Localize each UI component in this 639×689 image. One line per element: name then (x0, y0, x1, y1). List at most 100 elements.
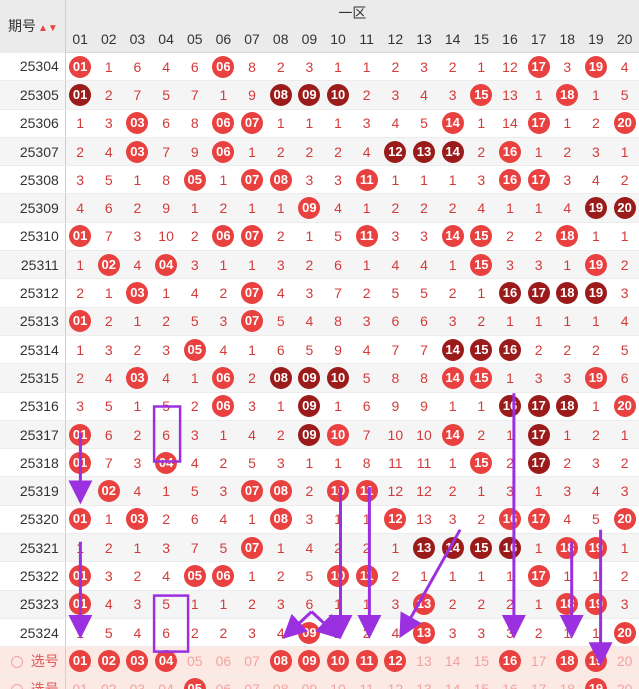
select-number-cell[interactable]: 18 (552, 646, 582, 676)
omission-cell: 2 (352, 533, 382, 563)
number-ball: 08 (269, 649, 292, 672)
select-row-label[interactable]: 选号 (0, 646, 66, 676)
select-number-cell[interactable]: 02 (94, 675, 124, 689)
omission-cell: 4 (180, 448, 210, 478)
omission-cell: 2 (438, 476, 467, 506)
select-number-cell[interactable]: 16 (495, 675, 525, 689)
radio-circle-icon[interactable] (10, 684, 23, 689)
select-number-cell[interactable]: 02 (94, 646, 124, 676)
select-number-cell[interactable]: 14 (438, 675, 467, 689)
zone-header: 一区 (65, 0, 639, 26)
select-number-cell[interactable]: 13 (409, 646, 439, 676)
select-number-cell[interactable]: 08 (266, 646, 296, 676)
sort-updown-icon[interactable]: ▲▼ (38, 23, 58, 35)
radio-circle-icon[interactable] (10, 656, 23, 669)
number-ball: 07 (241, 168, 264, 191)
select-number-cell[interactable]: 04 (151, 675, 181, 689)
omission-cell: 1 (266, 392, 296, 421)
select-number-cell[interactable]: 10 (323, 646, 353, 676)
omission-cell: 1 (438, 561, 467, 591)
number-ball: 08 (269, 83, 292, 106)
select-number-cell[interactable]: 16 (495, 646, 525, 676)
number-ball: 09 (298, 197, 321, 220)
omission-cell: 3 (352, 109, 382, 138)
column-header-18: 18 (552, 26, 582, 53)
select-number-cell[interactable]: 15 (466, 675, 496, 689)
omission-cell: 2 (94, 80, 124, 110)
omission-cell: 4 (151, 52, 181, 82)
period-number: 25324 (0, 618, 66, 648)
number-ball: 15 (470, 253, 493, 276)
omission-cell: 20 (610, 505, 639, 535)
omission-cell: 9 (151, 193, 181, 223)
omission-cell: 2 (65, 137, 95, 167)
omission-cell: 2 (581, 335, 611, 365)
select-number-cell[interactable]: 05 (180, 675, 210, 689)
omission-cell: 1 (552, 561, 582, 591)
select-number-cell[interactable]: 01 (65, 675, 95, 689)
select-number-cell[interactable]: 04 (151, 646, 181, 676)
select-row-label[interactable]: 选号 (0, 675, 66, 689)
select-number-cell[interactable]: 06 (209, 675, 238, 689)
select-number-cell[interactable]: 11 (352, 646, 382, 676)
select-number-cell[interactable]: 05 (180, 646, 210, 676)
omission-cell: 1 (237, 137, 267, 167)
number-ball: 10 (327, 423, 350, 446)
number-ball: 14 (441, 366, 464, 389)
omission-cell: 07 (237, 165, 267, 195)
select-number-cell[interactable]: 17 (524, 646, 553, 676)
omission-cell: 8 (180, 109, 210, 138)
omission-cell: 4 (151, 561, 181, 591)
period-header[interactable]: 期号 ▲▼ (0, 0, 66, 53)
omission-cell: 6 (151, 109, 181, 138)
select-number-cell[interactable]: 15 (466, 646, 496, 676)
omission-cell: 3 (323, 165, 353, 195)
omission-cell: 07 (237, 278, 267, 308)
omission-cell: 06 (209, 109, 238, 138)
omission-cell: 1 (237, 250, 267, 280)
select-number-cell[interactable]: 09 (295, 646, 324, 676)
select-number-cell[interactable]: 11 (352, 675, 382, 689)
select-number-cell[interactable]: 03 (123, 646, 152, 676)
select-number-cell[interactable]: 07 (237, 646, 267, 676)
select-number-cell[interactable]: 17 (524, 675, 553, 689)
select-number-cell[interactable]: 13 (409, 675, 439, 689)
number-ball: 02 (97, 253, 120, 276)
select-number-cell[interactable]: 14 (438, 646, 467, 676)
select-number-cell[interactable]: 20 (610, 646, 639, 676)
period-number: 25305 (0, 80, 66, 110)
omission-cell: 17 (524, 448, 553, 478)
select-number-cell[interactable]: 10 (323, 675, 353, 689)
select-number-cell[interactable]: 01 (65, 646, 95, 676)
select-number-cell[interactable]: 09 (295, 675, 324, 689)
omission-cell: 5 (151, 392, 181, 421)
omission-cell: 4 (94, 363, 124, 393)
number-ball: 05 (183, 678, 206, 689)
omission-cell: 3 (65, 392, 95, 421)
omission-cell: 2 (352, 278, 382, 308)
omission-cell: 10 (323, 561, 353, 591)
omission-cell: 1 (237, 193, 267, 223)
number-ball: 16 (498, 649, 521, 672)
select-number-cell[interactable]: 06 (209, 646, 238, 676)
omission-cell: 19 (581, 590, 611, 619)
select-number-cell[interactable]: 19 (581, 646, 611, 676)
omission-cell: 2 (381, 52, 410, 82)
select-number-cell[interactable]: 18 (552, 675, 582, 689)
select-number-cell[interactable]: 20 (610, 675, 639, 689)
omission-cell: 01 (65, 420, 95, 450)
number-ball: 14 (441, 140, 464, 163)
number-ball: 17 (527, 282, 550, 305)
select-number-cell[interactable]: 07 (237, 675, 267, 689)
number-ball: 06 (212, 140, 235, 163)
select-number-cell[interactable]: 12 (381, 646, 410, 676)
select-number-cell[interactable]: 19 (581, 675, 611, 689)
number-ball: 09 (298, 649, 321, 672)
period-number: 25323 (0, 590, 66, 619)
select-number-cell[interactable]: 12 (381, 675, 410, 689)
select-number-cell[interactable]: 03 (123, 675, 152, 689)
number-ball: 14 (441, 112, 464, 135)
column-header-04: 04 (151, 26, 181, 53)
select-number-cell[interactable]: 08 (266, 675, 296, 689)
omission-cell: 1 (495, 420, 525, 450)
